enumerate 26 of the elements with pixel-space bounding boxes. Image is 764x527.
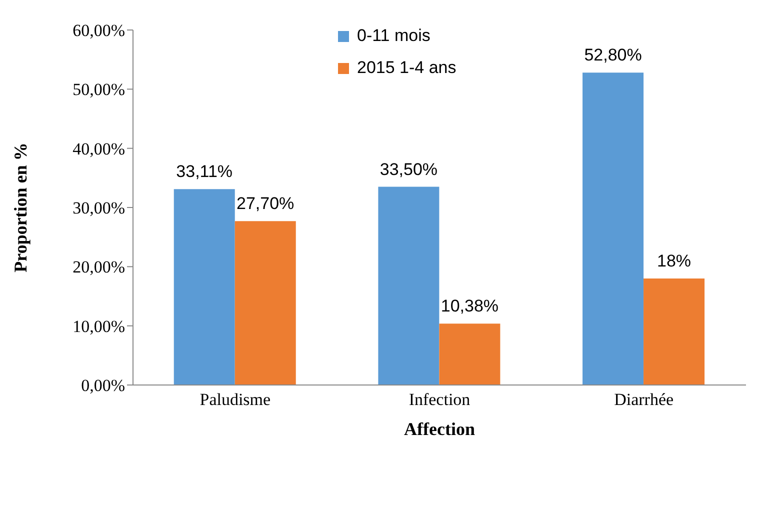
bar — [174, 189, 235, 385]
data-label: 33,50% — [380, 160, 438, 179]
y-tick-label: 10,00% — [72, 316, 125, 336]
legend-label: 0-11 mois — [357, 26, 430, 46]
x-tick-label: Paludisme — [200, 390, 271, 410]
bar — [378, 186, 440, 385]
data-label: 52,80% — [584, 46, 642, 65]
y-tick-label: 40,00% — [72, 139, 125, 158]
x-axis-title: Affection — [404, 419, 475, 439]
y-tick-label: 30,00% — [72, 198, 125, 218]
bar — [644, 278, 705, 385]
data-label: 33,11% — [176, 162, 233, 182]
y-axis-title: Proportion en % — [10, 142, 30, 272]
y-tick-label: 20,00% — [72, 258, 125, 277]
y-tick-label: 0,00% — [81, 376, 125, 396]
data-label: 27,70% — [236, 194, 294, 214]
legend-label: 2015 1-4 ans — [357, 58, 456, 78]
bar — [234, 221, 296, 385]
y-tick-label: 60,00% — [72, 21, 125, 40]
data-label: 18% — [657, 252, 692, 270]
x-tick-label: Diarrhée — [614, 390, 674, 410]
bar — [439, 324, 500, 385]
x-tick-label: Infection — [408, 390, 471, 410]
data-label: 10,38% — [440, 296, 499, 316]
bar — [582, 72, 644, 385]
y-tick-label: 50,00% — [72, 80, 125, 100]
